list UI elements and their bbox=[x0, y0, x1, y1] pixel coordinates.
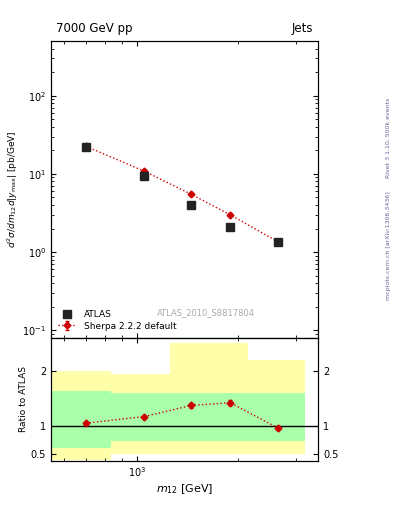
Line: ATLAS: ATLAS bbox=[82, 143, 282, 246]
Y-axis label: $d^2\sigma/dm_{12}d|y_{\rm max}|$ [pb/GeV]: $d^2\sigma/dm_{12}d|y_{\rm max}|$ [pb/Ge… bbox=[5, 131, 20, 248]
Bar bbox=[248, 360, 305, 454]
ATLAS bbox=[189, 202, 193, 208]
Bar bbox=[248, 393, 305, 441]
Bar bbox=[51, 371, 110, 460]
Text: Jets: Jets bbox=[292, 22, 313, 35]
Text: ATLAS_2010_S8817804: ATLAS_2010_S8817804 bbox=[157, 308, 255, 317]
Y-axis label: Ratio to ATLAS: Ratio to ATLAS bbox=[19, 367, 28, 432]
Bar bbox=[205, 393, 248, 441]
Text: Rivet 3.1.10, 500k events: Rivet 3.1.10, 500k events bbox=[386, 98, 391, 178]
Bar bbox=[170, 393, 205, 441]
Bar bbox=[110, 374, 170, 454]
ATLAS bbox=[142, 173, 147, 179]
Text: mcplots.cern.ch [arXiv:1306.3436]: mcplots.cern.ch [arXiv:1306.3436] bbox=[386, 191, 391, 300]
Bar bbox=[51, 391, 110, 447]
X-axis label: $m_{12}$ [GeV]: $m_{12}$ [GeV] bbox=[156, 482, 213, 496]
Bar bbox=[170, 344, 205, 454]
Text: 7000 GeV pp: 7000 GeV pp bbox=[57, 22, 133, 35]
ATLAS bbox=[276, 239, 281, 245]
ATLAS bbox=[228, 224, 233, 230]
Bar bbox=[110, 393, 170, 441]
Bar bbox=[205, 344, 248, 454]
ATLAS bbox=[84, 144, 88, 150]
Legend: ATLAS, Sherpa 2.2.2 default: ATLAS, Sherpa 2.2.2 default bbox=[55, 307, 179, 333]
